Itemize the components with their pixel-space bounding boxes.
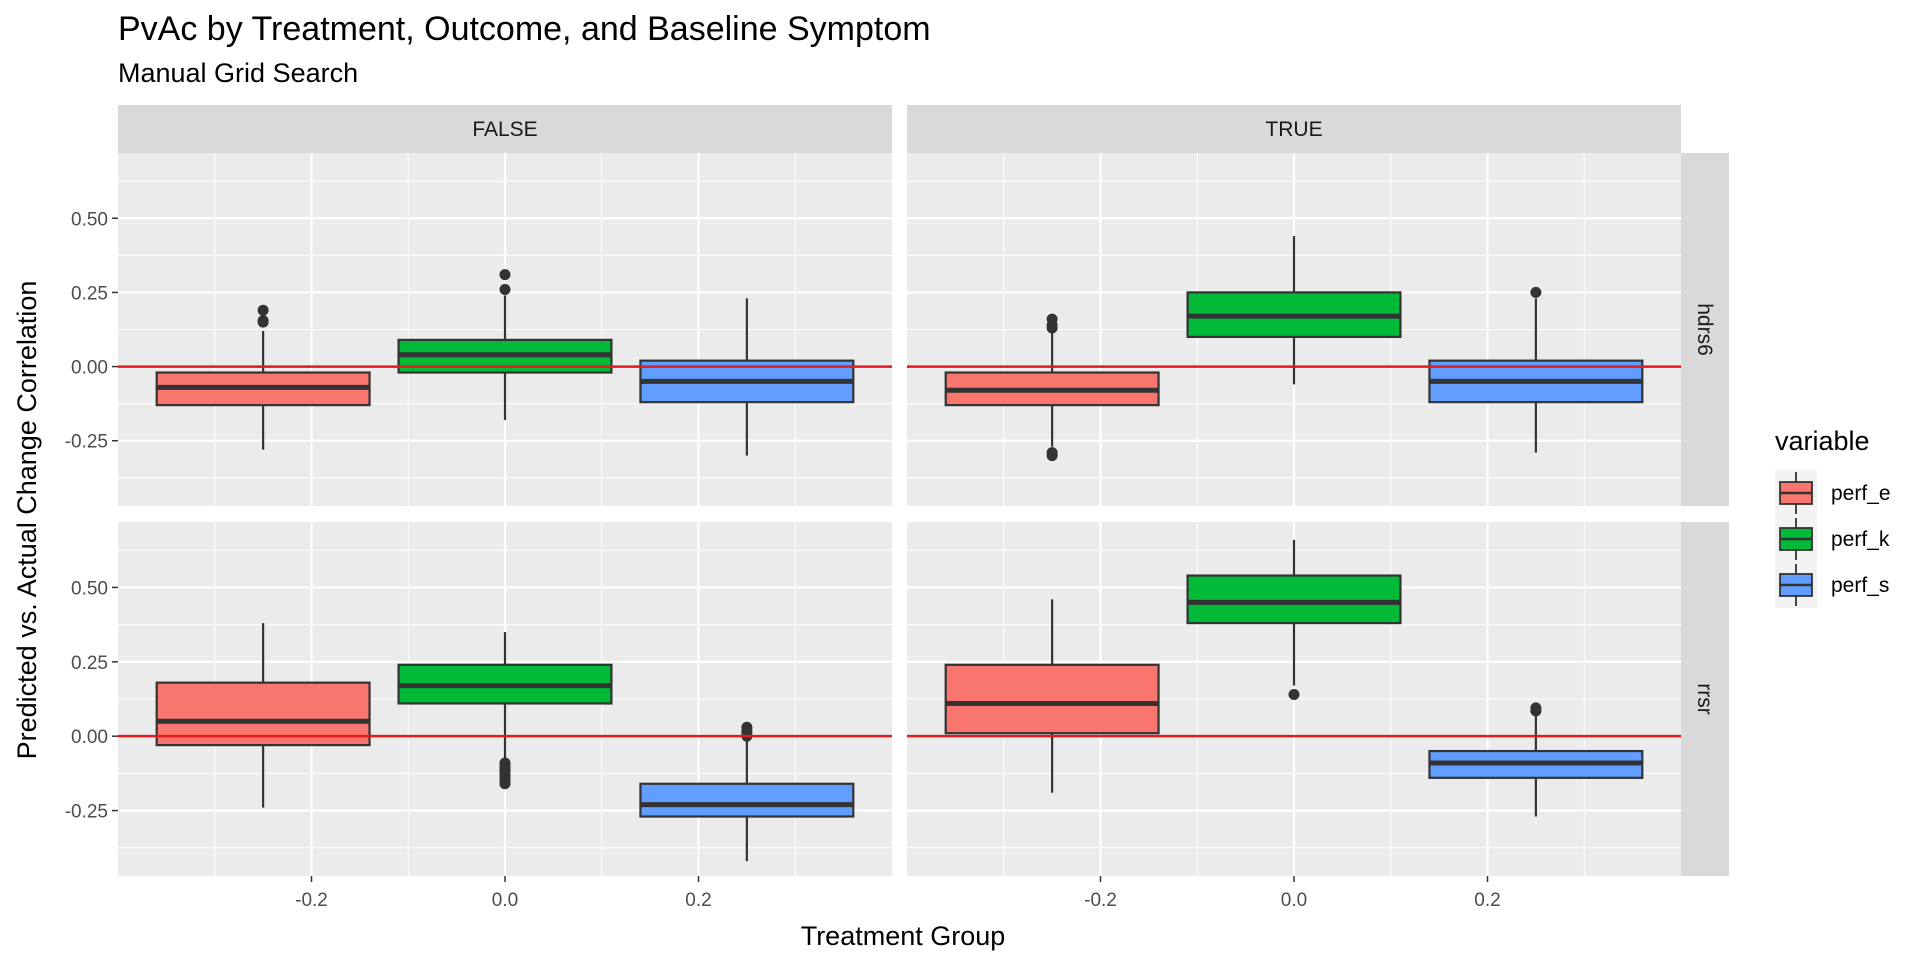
box-outlier <box>257 315 269 327</box>
column-strip <box>118 105 892 153</box>
box-outlier <box>1288 689 1300 701</box>
box-outlier <box>499 269 511 281</box>
row-strip-label: hdrs6 <box>1693 303 1716 356</box>
x-tick-label: 0.2 <box>1474 890 1500 911</box>
box-outlier <box>1046 450 1058 462</box>
box-outlier <box>499 778 511 790</box>
box-perf_e <box>155 681 371 747</box>
y-tick-label: 0.50 <box>71 209 108 230</box>
x-tick-label: 0.0 <box>1281 890 1307 911</box>
legend-label: perf_k <box>1831 528 1890 551</box>
row-strip <box>1681 522 1729 876</box>
legend-label: perf_s <box>1831 574 1889 597</box>
y-tick-label: 0.00 <box>71 727 108 748</box>
y-tick-label: -0.25 <box>65 802 108 823</box>
box-outlier <box>257 304 269 316</box>
y-tick-label: 0.25 <box>71 283 108 304</box>
x-tick-label: -0.2 <box>1084 890 1117 911</box>
column-strip-label: FALSE <box>472 118 537 141</box>
plot-layer: FALSE TRUE hdrs6 rrsr -0.25 0.00 0.25 0.50 -0.25… <box>65 105 1891 911</box>
box-outlier <box>1046 313 1058 325</box>
row-strip-label: rrsr <box>1693 683 1716 714</box>
column-strip <box>907 105 1681 153</box>
box-perf_k <box>1186 574 1402 625</box>
box-perf_s <box>639 782 855 818</box>
y-tick-label: 0.00 <box>71 358 108 379</box>
chart-subtitle: Manual Grid Search <box>118 58 358 88</box>
x-tick-label: 0.2 <box>685 890 711 911</box>
legend-title: variable <box>1775 426 1870 456</box>
legend-label: perf_e <box>1831 482 1891 505</box>
y-tick-label: 0.25 <box>71 653 108 674</box>
chart-title: PvAc by Treatment, Outcome, and Baseline… <box>118 10 931 48</box>
x-tick-label: -0.2 <box>295 890 328 911</box>
x-axis-title: Treatment Group <box>801 921 1006 951</box>
y-tick-label: 0.50 <box>71 578 108 599</box>
column-strip-label: TRUE <box>1265 118 1322 141</box>
y-axis-title: Predicted vs. Actual Change Correlation <box>12 281 42 760</box>
box-perf_e <box>944 663 1160 735</box>
box-outlier <box>499 283 511 295</box>
box-outlier <box>741 721 753 733</box>
x-tick-label: 0.0 <box>492 890 518 911</box>
box-outlier <box>1530 702 1542 714</box>
box-outlier <box>1530 286 1542 298</box>
row-strip <box>1681 153 1729 506</box>
y-tick-label: -0.25 <box>65 432 108 453</box>
